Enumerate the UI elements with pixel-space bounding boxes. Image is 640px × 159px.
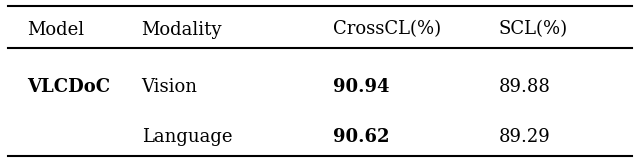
Text: 90.62: 90.62: [333, 128, 389, 146]
Text: Language: Language: [141, 128, 232, 146]
Text: 89.29: 89.29: [499, 128, 550, 146]
Text: Vision: Vision: [141, 78, 198, 96]
Text: 89.88: 89.88: [499, 78, 550, 96]
Text: 90.94: 90.94: [333, 78, 389, 96]
Text: Model: Model: [27, 21, 84, 38]
Text: CrossCL(%): CrossCL(%): [333, 21, 441, 38]
Text: SCL(%): SCL(%): [499, 21, 568, 38]
Text: Modality: Modality: [141, 21, 222, 38]
Text: VLCDoC: VLCDoC: [27, 78, 110, 96]
